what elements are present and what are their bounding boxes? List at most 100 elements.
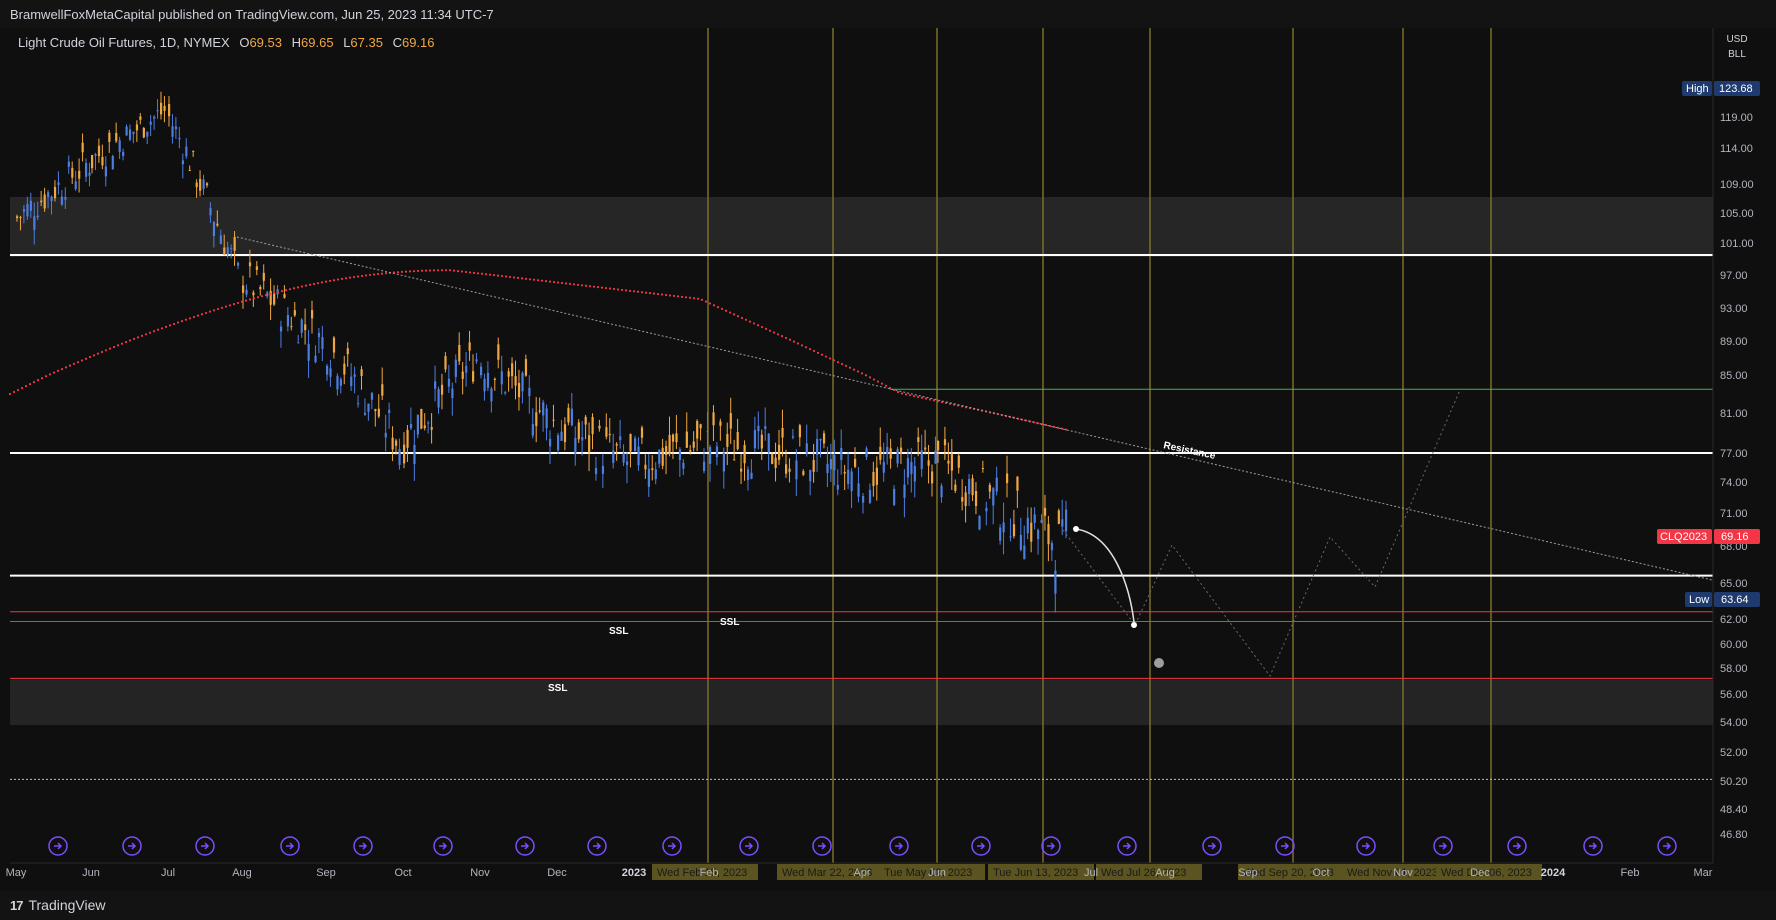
ma-point	[912, 394, 916, 398]
price-scale[interactable]	[1713, 28, 1776, 863]
event-icon[interactable]	[739, 836, 759, 856]
ma-point	[12, 390, 16, 394]
ma-point	[852, 368, 856, 371]
ma-point	[588, 285, 592, 288]
ma-point	[1064, 428, 1068, 431]
resistance-trendline[interactable]	[236, 236, 1713, 581]
ma-point	[360, 274, 364, 278]
event-icon[interactable]	[280, 836, 300, 856]
candle-body	[511, 363, 514, 377]
ma-point	[608, 287, 612, 290]
projection-arrow[interactable]	[1075, 528, 1135, 623]
candle-body	[971, 478, 974, 496]
event-icon[interactable]	[353, 836, 373, 856]
candle-body	[685, 431, 688, 448]
event-icon[interactable]	[195, 836, 215, 856]
candle-body	[125, 126, 128, 136]
event-icon[interactable]	[433, 836, 453, 856]
candle-body	[290, 326, 293, 328]
event-icon[interactable]	[587, 836, 607, 856]
event-icon[interactable]	[1275, 836, 1295, 856]
ma-point	[516, 276, 520, 280]
event-icon[interactable]	[122, 836, 142, 856]
event-icon[interactable]	[1507, 836, 1527, 856]
candle-body	[709, 446, 712, 464]
candle-body	[67, 161, 70, 167]
horizontal-levels[interactable]	[10, 254, 1713, 780]
ma-point	[548, 280, 552, 283]
currency-unit[interactable]: USD BLL	[1722, 32, 1752, 62]
candle-body	[910, 462, 913, 474]
ma-point	[740, 316, 744, 320]
candle-body	[896, 448, 899, 464]
event-icons[interactable]	[48, 836, 1677, 856]
ma-point	[308, 283, 312, 286]
candle-body	[668, 434, 671, 455]
ma-point	[284, 289, 288, 292]
event-arrow-icon	[1362, 842, 1371, 850]
candle-body	[350, 376, 353, 387]
candle-body	[381, 384, 384, 396]
candle-body	[370, 392, 374, 400]
candle-body	[461, 371, 464, 379]
candle-body	[802, 471, 805, 475]
event-icon[interactable]	[971, 836, 991, 856]
candle-body	[999, 527, 1002, 541]
ma-point	[500, 274, 504, 278]
ma-point	[128, 339, 132, 342]
event-icon[interactable]	[662, 836, 682, 856]
candle-body	[875, 467, 878, 485]
supply-zone[interactable]	[10, 197, 1713, 257]
ma-point	[276, 290, 280, 294]
event-icon[interactable]	[1583, 836, 1603, 856]
candle-body	[259, 286, 262, 290]
time-tick-label: Nov	[470, 867, 490, 879]
demand-zone[interactable]	[10, 680, 1713, 725]
clock-icon[interactable]	[1154, 658, 1164, 668]
candle-body	[857, 483, 860, 497]
ma-point	[796, 342, 800, 345]
event-icon[interactable]	[889, 836, 909, 856]
price-tick-label: 46.80	[1720, 829, 1748, 841]
time-tick-label: Jun	[928, 867, 946, 879]
candle-body	[430, 427, 433, 430]
candle-body	[584, 416, 587, 425]
event-icon[interactable]	[1356, 836, 1376, 856]
ma-point	[260, 295, 264, 298]
ma-point	[704, 300, 708, 303]
price-tick-label: 119.00	[1720, 112, 1753, 124]
event-icon[interactable]	[1041, 836, 1061, 856]
ma-point	[556, 281, 560, 284]
event-icon[interactable]	[812, 836, 832, 856]
ma-point	[228, 304, 232, 307]
tradingview-logo[interactable]: 17 TradingView	[10, 897, 106, 913]
ma-point	[800, 344, 804, 347]
candle-body	[719, 421, 722, 426]
event-icon[interactable]	[1202, 836, 1222, 856]
ma-point	[240, 300, 244, 303]
ma-point	[468, 271, 472, 274]
event-icon[interactable]	[1433, 836, 1453, 856]
event-icon[interactable]	[1657, 836, 1677, 856]
projection-path[interactable]	[1062, 389, 1461, 677]
candle-body	[447, 378, 451, 387]
candle-body	[245, 289, 248, 295]
ma-point	[492, 274, 496, 277]
ma-point	[668, 294, 672, 297]
event-icon[interactable]	[48, 836, 68, 856]
chart-canvas[interactable]: Resistance SSL SSL SSL 119.00114.00109.0…	[0, 0, 1776, 891]
publish-info: BramwellFoxMetaCapital published on Trad…	[10, 7, 494, 22]
ma-point	[16, 388, 20, 392]
ma-point	[880, 382, 884, 385]
event-icon[interactable]	[515, 836, 535, 856]
candle-body	[434, 381, 437, 389]
ma-point	[576, 283, 580, 286]
candle-body	[654, 469, 657, 480]
candle-body	[1040, 520, 1043, 523]
symbol-name[interactable]: Light Crude Oil Futures, 1D, NYMEX	[18, 35, 230, 50]
ma-point	[908, 394, 912, 397]
date-label-box	[1238, 864, 1344, 880]
ma-point	[292, 287, 296, 290]
event-icon[interactable]	[1117, 836, 1137, 856]
ma-point	[252, 297, 256, 300]
